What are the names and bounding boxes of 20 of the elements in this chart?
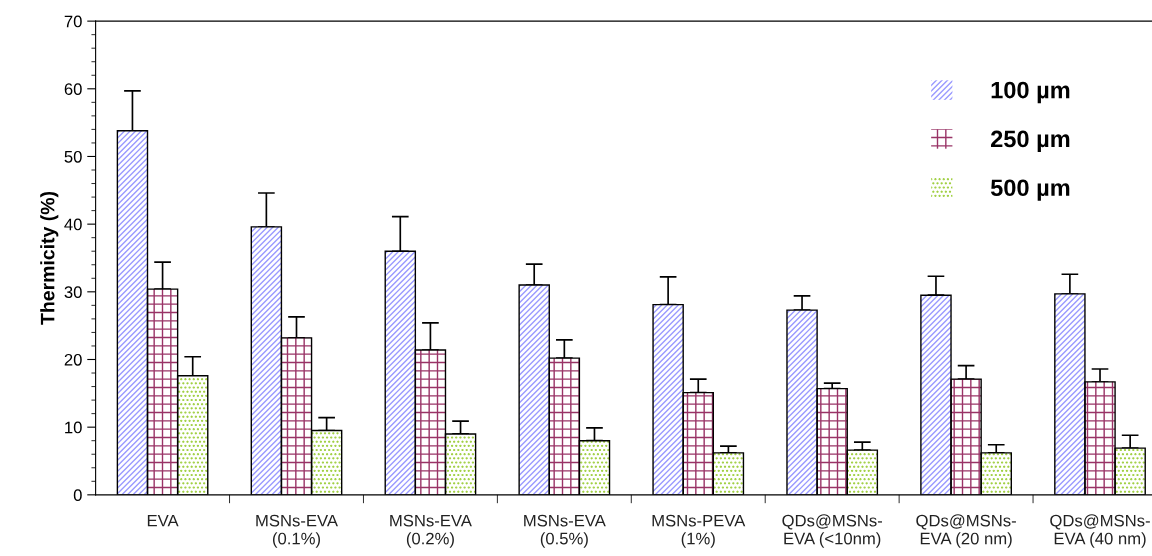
y-tick-label: 60 — [64, 83, 82, 95]
y-tick-label: 40 — [64, 218, 82, 231]
x-tick-label: MSNs-EVA (0.1%) — [256, 514, 338, 548]
y-tick-label: 50 — [64, 150, 82, 163]
x-tick-label: MSNs-PEVA (1%) — [652, 514, 746, 548]
y-tick-label: 10 — [65, 421, 82, 434]
legend-label: 100 µm — [991, 81, 1070, 104]
x-tick-label: MSNs-EVA (0.2%) — [390, 514, 472, 548]
y-tick-label: 20 — [64, 353, 82, 366]
x-tick-label: QDs@MSNs- EVA (<10nm) — [782, 514, 883, 548]
y-tick-label: 0 — [73, 489, 82, 502]
x-tick-label: QDs@MSNs- EVA (40 nm) — [1050, 514, 1150, 548]
legend-label: 500 µm — [990, 179, 1070, 201]
x-tick-label: QDs@MSNs- EVA (20 nm) — [916, 514, 1016, 548]
x-tick-label: EVA — [147, 514, 179, 527]
x-tick-label: MSNs-EVA (0.5%) — [524, 514, 606, 548]
legend-label: 250 µm — [991, 130, 1070, 152]
y-tick-label: 70 — [64, 15, 82, 28]
y-axis-title: Thermicity (%) — [40, 191, 59, 325]
y-tick-label: 30 — [64, 286, 82, 299]
